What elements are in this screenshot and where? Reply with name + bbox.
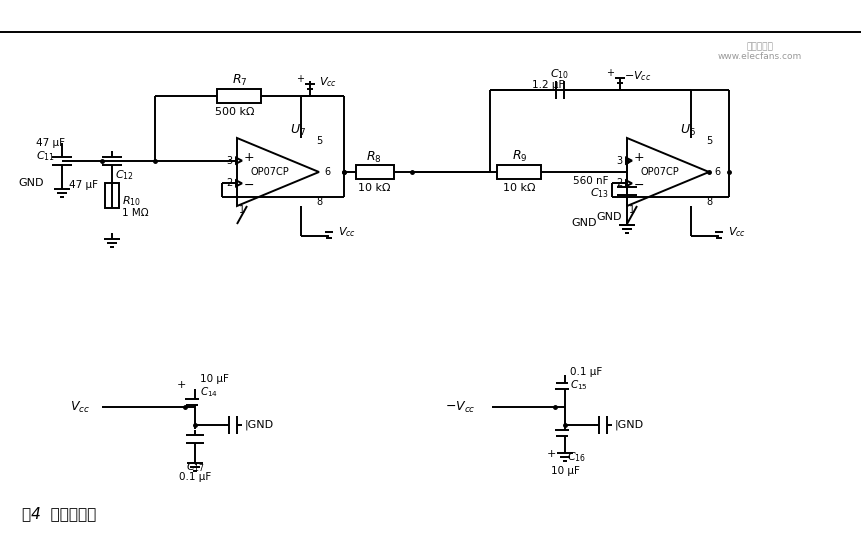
Text: 图4  带通滤波器: 图4 带通滤波器 <box>22 507 96 521</box>
Text: GND: GND <box>596 212 622 222</box>
Text: $U_7$: $U_7$ <box>289 122 306 138</box>
Text: $V_{cc}$: $V_{cc}$ <box>319 75 337 89</box>
Text: 1.2 μF: 1.2 μF <box>531 80 564 90</box>
Text: 6: 6 <box>713 167 719 177</box>
Text: +: + <box>546 449 555 459</box>
Text: GND: GND <box>18 178 44 188</box>
Text: +: + <box>295 74 304 84</box>
Text: $U_5$: $U_5$ <box>679 122 695 138</box>
Text: 5: 5 <box>315 136 322 146</box>
Bar <box>105 183 119 208</box>
Text: $V_{cc}$: $V_{cc}$ <box>70 399 90 415</box>
Text: 电子发烧友
www.elecfans.com: 电子发烧友 www.elecfans.com <box>717 42 802 61</box>
Text: $V_{cc}$: $V_{cc}$ <box>728 225 745 239</box>
Text: $-V_{cc}$: $-V_{cc}$ <box>444 399 474 415</box>
Text: $C_{13}$: $C_{13}$ <box>589 186 608 199</box>
Text: 8: 8 <box>705 197 711 207</box>
Text: 1: 1 <box>238 205 245 215</box>
Text: 10 μF: 10 μF <box>550 466 579 476</box>
Text: 0.1 μF: 0.1 μF <box>179 472 211 482</box>
Text: −: − <box>633 179 643 192</box>
Text: 47 μF: 47 μF <box>36 138 65 147</box>
Text: 10 kΩ: 10 kΩ <box>357 183 390 193</box>
Text: OP07CP: OP07CP <box>251 167 289 177</box>
Text: 5: 5 <box>705 136 711 146</box>
Text: +: + <box>177 380 185 390</box>
Text: +: + <box>605 68 613 78</box>
Text: $R_8$: $R_8$ <box>366 150 381 165</box>
Text: 10 kΩ: 10 kΩ <box>503 183 536 193</box>
Text: $C_{17}$: $C_{17}$ <box>185 460 204 474</box>
Bar <box>497 165 541 179</box>
Text: OP07CP: OP07CP <box>640 167 678 177</box>
Text: 8: 8 <box>316 197 322 207</box>
Text: 1 MΩ: 1 MΩ <box>122 208 148 218</box>
Text: $R_7$: $R_7$ <box>232 73 247 88</box>
Text: |GND: |GND <box>614 420 643 430</box>
Text: 2: 2 <box>615 178 622 188</box>
Text: $C_{12}$: $C_{12}$ <box>115 168 133 182</box>
Text: $C_{15}$: $C_{15}$ <box>569 378 587 392</box>
Text: 6: 6 <box>324 167 330 177</box>
Text: 500 kΩ: 500 kΩ <box>214 107 254 117</box>
Text: GND: GND <box>571 218 597 228</box>
Text: $R_{10}$: $R_{10}$ <box>122 194 141 208</box>
Text: 560 nF: 560 nF <box>573 176 608 186</box>
Text: +: + <box>633 151 643 164</box>
Text: $R_9$: $R_9$ <box>511 149 527 164</box>
Text: 3: 3 <box>226 156 232 166</box>
Text: 10 μF: 10 μF <box>200 374 229 384</box>
Text: 2: 2 <box>226 178 232 188</box>
Text: |GND: |GND <box>245 420 274 430</box>
Text: 47 μF: 47 μF <box>70 179 98 190</box>
Text: $C_{14}$: $C_{14}$ <box>200 385 218 399</box>
Text: $-V_{cc}$: $-V_{cc}$ <box>623 69 651 83</box>
Text: $C_{16}$: $C_{16}$ <box>567 450 585 464</box>
Text: $V_{cc}$: $V_{cc}$ <box>338 225 356 239</box>
Text: $C_{10}$: $C_{10}$ <box>550 67 569 81</box>
Text: 3: 3 <box>616 156 622 166</box>
Text: −: − <box>244 179 254 192</box>
Text: +: + <box>244 151 254 164</box>
Text: $C_{11}$: $C_{11}$ <box>36 149 55 163</box>
Bar <box>356 165 393 179</box>
Text: 1: 1 <box>629 205 635 215</box>
Text: 0.1 μF: 0.1 μF <box>569 367 602 377</box>
Bar <box>217 89 261 103</box>
